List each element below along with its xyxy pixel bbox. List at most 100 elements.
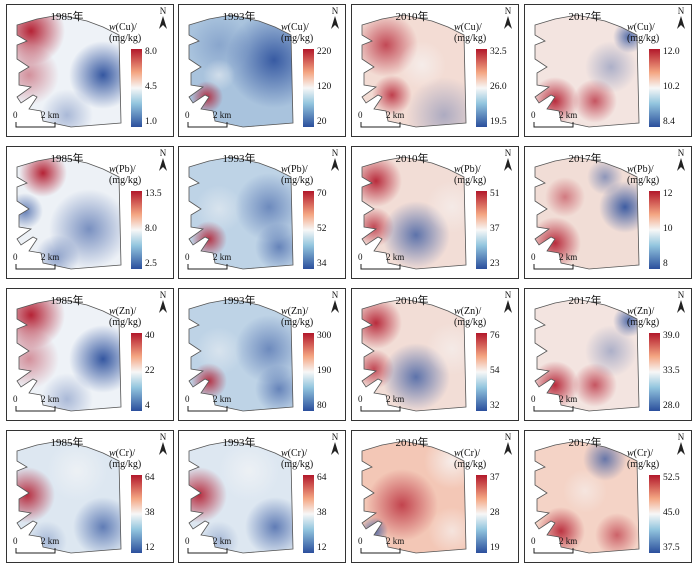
north-label: N [331, 432, 339, 442]
element-symbol: Cu [637, 22, 649, 33]
interpolation-map [188, 156, 294, 270]
interpolation-map [534, 440, 640, 554]
north-label: N [331, 148, 339, 158]
colorbar-tick-label: 19.5 [490, 117, 507, 127]
concentration-label: w(Zn)/(mg/kg) [109, 306, 165, 328]
scale-zero-label: 0 [185, 252, 190, 262]
unit-label: (mg/kg) [281, 33, 314, 44]
scale-distance-label: 2 km [213, 110, 232, 120]
unit-label: (mg/kg) [281, 459, 314, 470]
north-arrow-icon: N [675, 149, 687, 177]
study-area-boundary [534, 440, 640, 554]
colorbar-tick-label: 8.4 [663, 117, 675, 127]
colorbar [303, 333, 314, 411]
map-year-title: 2010年 [395, 11, 429, 23]
study-area-boundary [534, 156, 640, 270]
scale-bar: 0 2 km [358, 110, 420, 130]
map-panel: 1993年 w(Cr)/(mg/kg) 64 38 12 N 0 2 km [178, 430, 346, 563]
interpolation-map [534, 298, 640, 412]
colorbar-tick-label: 32.5 [490, 47, 507, 57]
north-label: N [504, 148, 512, 158]
element-symbol: Zn [464, 306, 476, 317]
scale-zero-label: 0 [531, 536, 536, 546]
element-symbol: Cr [464, 448, 475, 459]
map-panel: 1985年 w(Zn)/(mg/kg) 40 22 4 N 0 2 km [6, 288, 174, 421]
colorbar-tick-label: 64 [317, 473, 327, 483]
colorbar-tick-label: 23 [490, 259, 500, 269]
scale-zero-label: 0 [531, 394, 536, 404]
unit-label: (mg/kg) [627, 33, 660, 44]
concentration-label: w(Pb)/(mg/kg) [454, 164, 510, 186]
element-symbol: Zn [119, 306, 131, 317]
colorbar [303, 191, 314, 269]
scale-distance-label: 2 km [213, 252, 232, 262]
colorbar-tick-label: 300 [317, 331, 332, 341]
colorbar-tick-label: 33.5 [663, 366, 680, 376]
colorbar [303, 49, 314, 127]
scale-distance-label: 2 km [386, 536, 405, 546]
colorbar-tick-label: 220 [317, 47, 332, 57]
unit-label: (mg/kg) [627, 317, 660, 328]
colorbar [476, 191, 487, 269]
scale-zero-label: 0 [358, 394, 363, 404]
scale-zero-label: 0 [358, 110, 363, 120]
colorbar-tick-label: 38 [317, 508, 327, 518]
scale-distance-label: 2 km [386, 110, 405, 120]
north-label: N [331, 290, 339, 300]
north-arrow-icon: N [329, 7, 341, 35]
scale-distance-label: 2 km [41, 394, 60, 404]
unit-label: (mg/kg) [627, 175, 660, 186]
study-area-boundary [534, 14, 640, 128]
scale-zero-label: 0 [13, 394, 18, 404]
scale-bar: 0 2 km [185, 252, 247, 272]
scale-zero-label: 0 [185, 110, 190, 120]
map-year-title: 1985年 [50, 11, 84, 23]
concentration-label: w(Cr)/(mg/kg) [627, 448, 683, 470]
element-symbol: Pb [291, 164, 302, 175]
colorbar-tick-label: 19 [490, 543, 500, 553]
scale-zero-label: 0 [531, 252, 536, 262]
north-arrow-icon: N [329, 291, 341, 319]
map-year-title: 1985年 [50, 437, 84, 449]
map-year-title: 2017年 [568, 295, 602, 307]
study-area-boundary [361, 298, 467, 412]
north-arrow-icon: N [675, 7, 687, 35]
concentration-label: w(Cu)/(mg/kg) [109, 22, 165, 44]
scale-bar: 0 2 km [531, 252, 593, 272]
north-label: N [504, 432, 512, 442]
study-area-boundary [16, 298, 122, 412]
unit-label: (mg/kg) [454, 459, 487, 470]
colorbar-tick-label: 12.0 [663, 47, 680, 57]
colorbar-tick-label: 8 [663, 259, 668, 269]
north-arrow-icon: N [157, 291, 169, 319]
scale-zero-label: 0 [13, 536, 18, 546]
colorbar-tick-label: 37.5 [663, 543, 680, 553]
colorbar-tick-label: 12 [663, 189, 673, 199]
scale-distance-label: 2 km [559, 252, 578, 262]
north-arrow-icon: N [157, 7, 169, 35]
concentration-label: w(Pb)/(mg/kg) [109, 164, 165, 186]
interpolation-map [188, 440, 294, 554]
colorbar-tick-label: 51 [490, 189, 500, 199]
colorbar-tick-label: 12 [145, 543, 155, 553]
colorbar-tick-label: 120 [317, 82, 332, 92]
study-area-boundary [188, 156, 294, 270]
map-year-title: 2010年 [395, 295, 429, 307]
scale-distance-label: 2 km [41, 536, 60, 546]
colorbar-tick-label: 76 [490, 331, 500, 341]
unit-label: (mg/kg) [281, 317, 314, 328]
scale-zero-label: 0 [185, 536, 190, 546]
map-panel: 2017年 w(Cr)/(mg/kg) 52.5 45.0 37.5 N 0 2 km [524, 430, 692, 563]
north-label: N [677, 290, 685, 300]
unit-label: (mg/kg) [109, 459, 142, 470]
element-symbol: Cr [119, 448, 130, 459]
interpolation-map [16, 156, 122, 270]
north-label: N [504, 6, 512, 16]
interpolation-map [534, 156, 640, 270]
study-area-boundary [16, 14, 122, 128]
colorbar-tick-label: 4 [145, 401, 150, 411]
interpolation-map [361, 14, 467, 128]
colorbar [649, 475, 660, 553]
scale-zero-label: 0 [185, 394, 190, 404]
concentration-label: w(Zn)/(mg/kg) [454, 306, 510, 328]
